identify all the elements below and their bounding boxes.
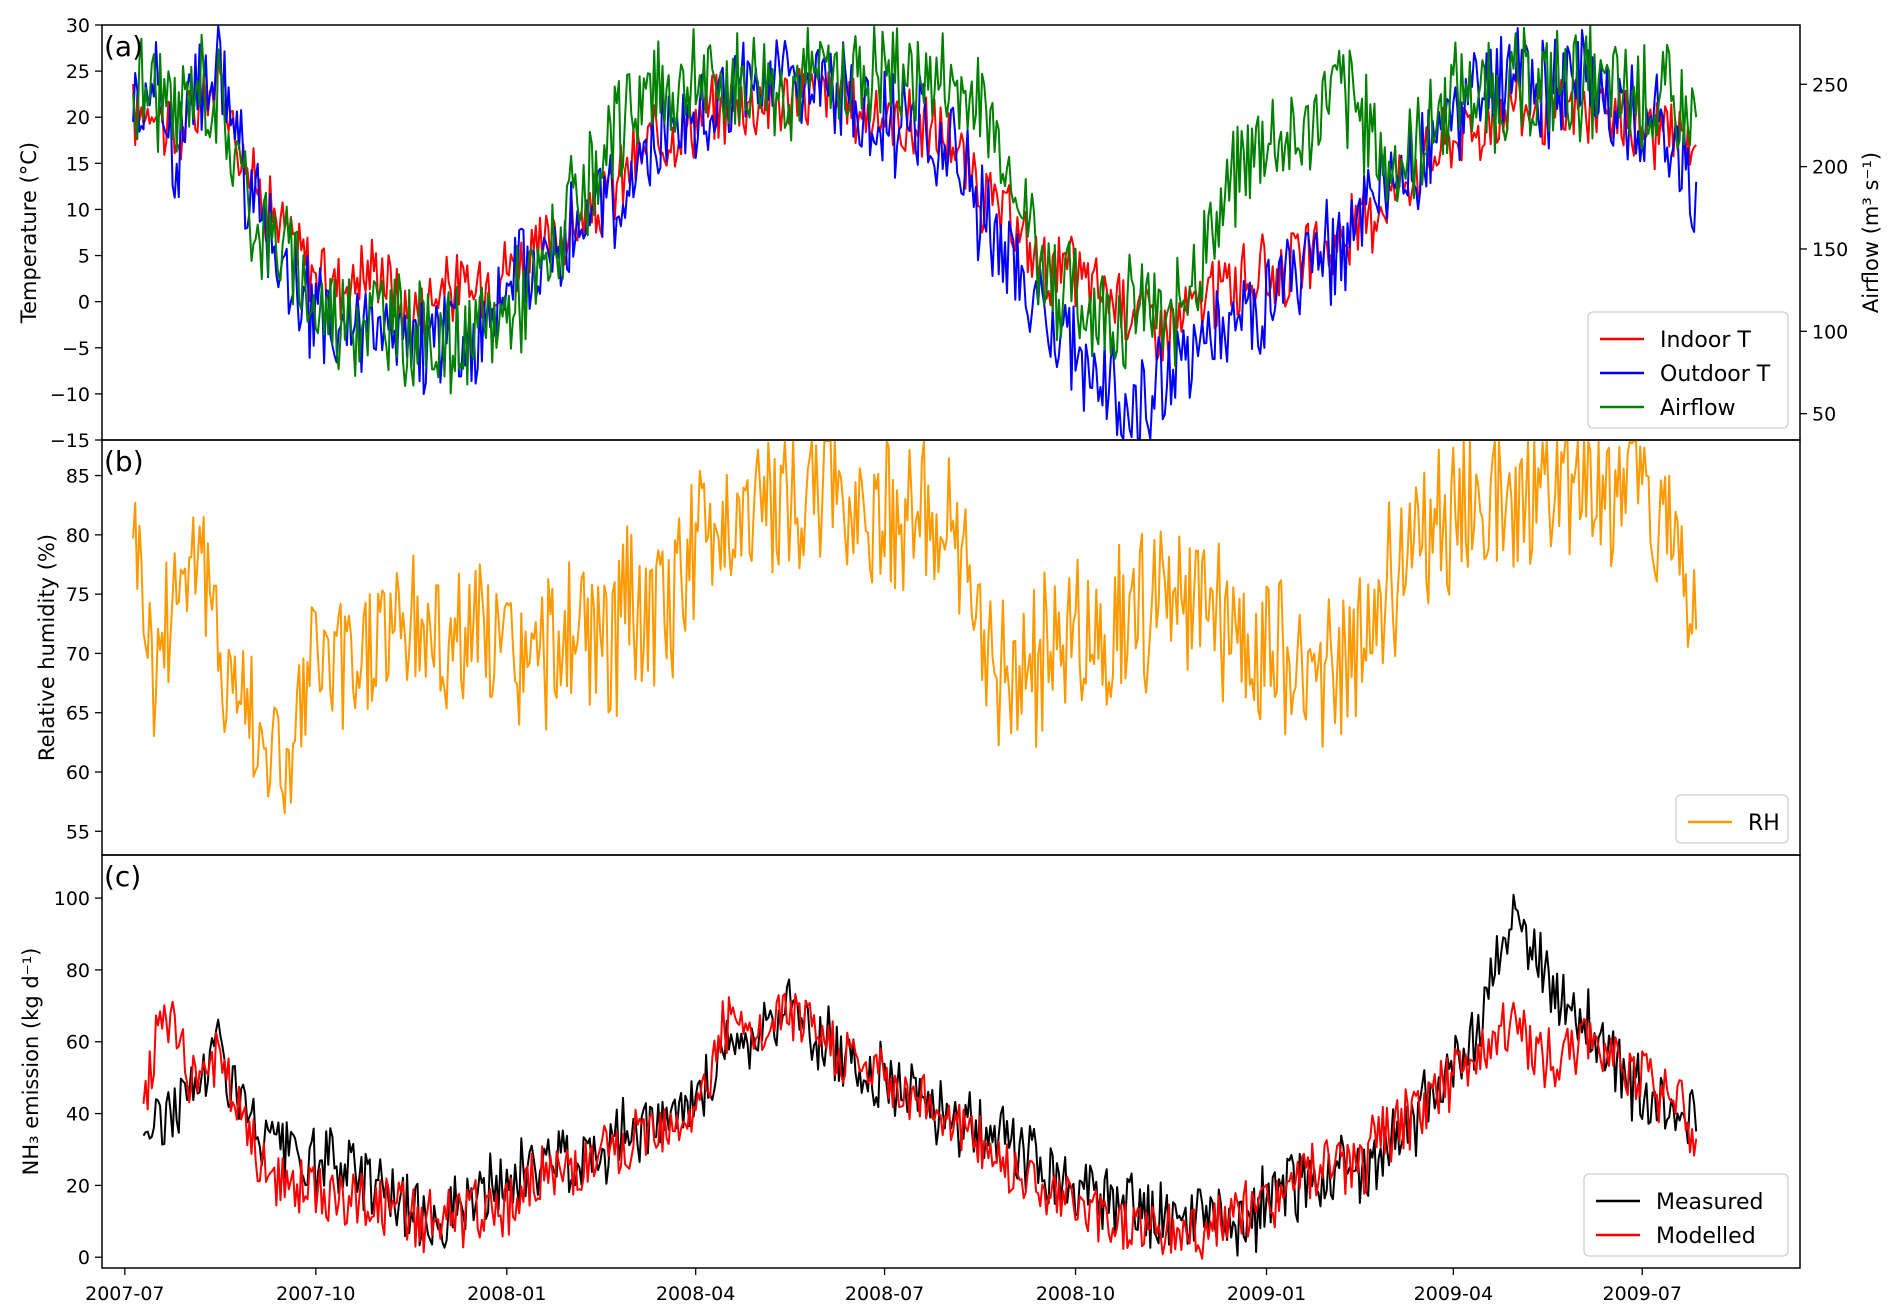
legend-box (1587, 311, 1789, 429)
plot-frame (101, 854, 1801, 1269)
y2-tick-label: 200 (1812, 157, 1848, 179)
y-tick-label: 60 (66, 762, 90, 784)
legend-entry: Measured (1656, 1190, 1763, 1215)
series-line-outdoor-t (132, 25, 1698, 440)
y-tick-label: −10 (50, 384, 90, 406)
legend: Measured Modelled (1583, 1173, 1789, 1257)
series-line-airflow (132, 25, 1698, 395)
y-tick-label: 20 (66, 107, 90, 129)
panel-label: (c) (104, 860, 141, 893)
legend-entry: Outdoor T (1660, 362, 1771, 387)
y-tick-label: 0 (78, 1247, 90, 1269)
y-tick-label: 0 (78, 292, 90, 314)
y2-tick-label: 250 (1812, 74, 1848, 96)
x-tick-label: 2008-07 (845, 1283, 924, 1305)
y-tick-label: 40 (66, 1104, 90, 1126)
y-tick-label: 75 (66, 584, 90, 606)
x-tick-label: 2008-04 (656, 1283, 735, 1305)
y2-tick-label: 100 (1812, 321, 1848, 343)
legend-entry: RH (1748, 811, 1780, 836)
y-tick-label: 20 (66, 1175, 90, 1197)
legend-box (1675, 794, 1789, 844)
panel-1: 302520151050−5−10−1525020015010050Airflo… (17, 15, 1883, 452)
x-tick-label: 2009-07 (1603, 1283, 1682, 1305)
y-tick-label: 70 (66, 643, 90, 665)
y-tick-label: 30 (66, 15, 90, 37)
x-tick-label: 2007-10 (276, 1283, 355, 1305)
x-tick-label: 2007-07 (85, 1283, 164, 1305)
y-axis-label: Temperature (°C) (17, 142, 41, 324)
y-tick-label: 80 (66, 525, 90, 547)
legend: Indoor T Outdoor T Airflow (1587, 311, 1789, 429)
y-tick-label: 60 (66, 1032, 90, 1054)
y2-tick-label: 50 (1812, 404, 1836, 426)
y-tick-label: 10 (66, 199, 90, 221)
x-tick-label: 2009-01 (1227, 1283, 1306, 1305)
y-tick-label: −15 (50, 430, 90, 452)
x-tick-label: 2008-01 (467, 1283, 546, 1305)
y-tick-label: 5 (78, 246, 90, 268)
y-axis-label: NH₃ emission (kg d⁻¹) (19, 948, 43, 1176)
y-tick-label: 65 (66, 703, 90, 725)
panel-label: (a) (104, 30, 143, 63)
panel-label: (b) (104, 445, 144, 478)
y-axis-label: Relative humidity (%) (35, 534, 59, 761)
y-tick-label: 85 (66, 466, 90, 488)
x-tick-label: 2008-10 (1036, 1283, 1115, 1305)
legend-entry: Modelled (1656, 1224, 1756, 1249)
y-tick-label: 100 (54, 888, 90, 910)
panel-2: 85 80 75 70 65 60 55 Relative humidity (%) (b) RH (35, 439, 1801, 856)
y2-tick-label: 150 (1812, 239, 1848, 261)
x-tick-label: 2009-04 (1414, 1283, 1493, 1305)
panel-3: 100 80 60 40 20 0 NH₃ emission (kg d⁻¹) (c) Meas… (19, 854, 1801, 1305)
y2-axis-label: Airflow (m³ s⁻¹) (1859, 152, 1883, 313)
y-tick-label: −5 (62, 338, 90, 360)
legend-entry: Indoor T (1660, 328, 1751, 353)
series-line-rh (132, 440, 1698, 815)
legend: RH (1675, 794, 1789, 844)
y-tick-label: 55 (66, 821, 90, 843)
y-tick-label: 80 (66, 960, 90, 982)
y-tick-label: 15 (66, 153, 90, 175)
series-line-modelled (142, 992, 1698, 1260)
y-tick-label: 25 (66, 61, 90, 83)
legend-entry: Airflow (1660, 396, 1736, 421)
